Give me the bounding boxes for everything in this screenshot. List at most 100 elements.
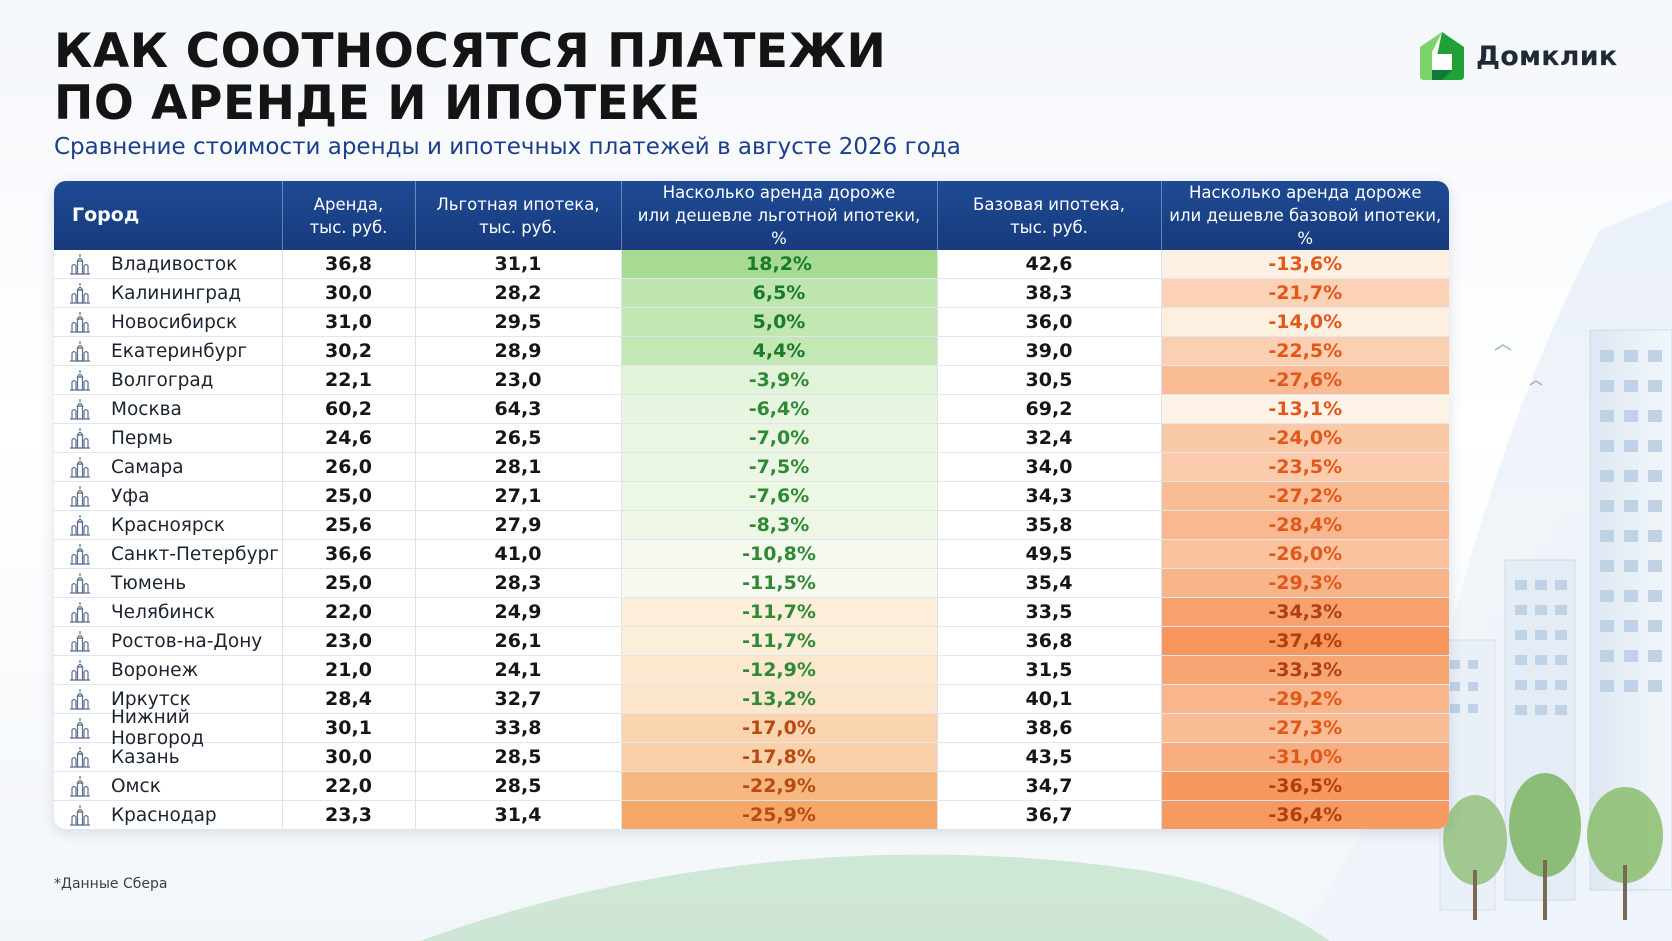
cell-rent: 30,0 (282, 742, 416, 772)
cell-diff-base: -36,5% (1161, 771, 1449, 801)
trees-illustration (1443, 773, 1663, 920)
table-row: Иркутск 28,4 32,7 -13,2% 40,1 -29,2% (54, 684, 1449, 714)
table-row: Красноярск 25,6 27,9 -8,3% 35,8 -28,4% (54, 510, 1449, 540)
column-header-diff-base: Насколько аренда дороже или дешевле базов… (1161, 181, 1449, 250)
cell-diff-preferential: -6,4% (621, 394, 938, 424)
bird-shape (1494, 344, 1512, 351)
cell-preferential: 28,9 (415, 336, 622, 366)
city-landmark-icon (70, 573, 90, 594)
cell-rent: 60,2 (282, 394, 416, 424)
city-name: Владивосток (111, 253, 238, 275)
cell-diff-base: -13,1% (1161, 394, 1449, 424)
cell-diff-preferential: 4,4% (621, 336, 938, 366)
cell-base: 31,5 (937, 655, 1162, 685)
column-header-base: Базовая ипотека, тыс. руб. (937, 181, 1162, 250)
city-name: Омск (111, 775, 161, 797)
city-name: Иркутск (111, 688, 191, 710)
cell-preferential: 31,1 (415, 250, 622, 279)
cell-base: 69,2 (937, 394, 1162, 424)
cell-diff-base: -24,0% (1161, 423, 1449, 453)
cell-base: 34,0 (937, 452, 1162, 482)
cell-base: 35,8 (937, 510, 1162, 540)
cell-city: Омск (54, 771, 283, 801)
comparison-table-card: Город Аренда, тыс. руб. Льготная ипотека,… (54, 181, 1449, 829)
cell-city: Пермь (54, 423, 283, 453)
cell-base: 34,7 (937, 771, 1162, 801)
cell-rent: 25,6 (282, 510, 416, 540)
table-row: Челябинск 22,0 24,9 -11,7% 33,5 -34,3% (54, 597, 1449, 627)
city-landmark-icon (70, 805, 90, 826)
city-name: Калининград (111, 282, 242, 304)
city-landmark-icon (70, 631, 90, 652)
cell-base: 49,5 (937, 539, 1162, 569)
cell-city: Краснодар (54, 800, 283, 829)
cell-preferential: 24,9 (415, 597, 622, 627)
column-header-rent: Аренда, тыс. руб. (282, 181, 416, 250)
brand-name: Домклик (1476, 40, 1618, 72)
cell-preferential: 27,9 (415, 510, 622, 540)
cell-diff-base: -31,0% (1161, 742, 1449, 772)
cell-base: 36,8 (937, 626, 1162, 656)
title-line-1: КАК СООТНОСЯТСЯ ПЛАТЕЖИ (54, 24, 887, 79)
cell-rent: 24,6 (282, 423, 416, 453)
cell-rent: 36,6 (282, 539, 416, 569)
cell-base: 33,5 (937, 597, 1162, 627)
city-name: Екатеринбург (111, 340, 248, 362)
cell-diff-preferential: -22,9% (621, 771, 938, 801)
cell-preferential: 29,5 (415, 307, 622, 337)
cell-city: Ростов-на-Дону (54, 626, 283, 656)
table-header-row: Город Аренда, тыс. руб. Льготная ипотека,… (54, 181, 1449, 250)
bird-shape (1529, 380, 1543, 386)
cell-diff-base: -33,3% (1161, 655, 1449, 685)
cell-base: 34,3 (937, 481, 1162, 511)
city-name: Краснодар (111, 804, 217, 826)
cell-city: Самара (54, 452, 283, 482)
comparison-table: Город Аренда, тыс. руб. Льготная ипотека,… (54, 181, 1449, 829)
page-title: КАК СООТНОСЯТСЯ ПЛАТЕЖИ ПО АРЕНДЕ И ИПОТ… (54, 26, 886, 130)
city-name: Ростов-на-Дону (111, 630, 263, 652)
cell-diff-preferential: -25,9% (621, 800, 938, 829)
cell-diff-base: -34,3% (1161, 597, 1449, 627)
city-name: Волгоград (111, 369, 214, 391)
cell-city: Нижний Новгород (54, 707, 283, 749)
city-landmark-icon (70, 515, 90, 536)
table-row: Калининград 30,0 28,2 6,5% 38,3 -21,7% (54, 278, 1449, 308)
cell-rent: 21,0 (282, 655, 416, 685)
cell-preferential: 26,5 (415, 423, 622, 453)
city-name: Пермь (111, 427, 173, 449)
cell-base: 38,6 (937, 713, 1162, 743)
brand-logo: Домклик (1418, 30, 1617, 82)
cell-preferential: 64,3 (415, 394, 622, 424)
cell-city: Волгоград (54, 365, 283, 395)
city-landmark-icon (70, 544, 90, 565)
city-landmark-icon (70, 428, 90, 449)
cell-preferential: 32,7 (415, 684, 622, 714)
city-landmark-icon (70, 718, 90, 739)
title-line-2: ПО АРЕНДЕ И ИПОТЕКЕ (54, 76, 701, 131)
cell-diff-base: -36,4% (1161, 800, 1449, 829)
cell-base: 35,4 (937, 568, 1162, 598)
cell-diff-base: -28,4% (1161, 510, 1449, 540)
column-header-diff-preferential: Насколько аренда дороже или дешевле льгот… (621, 181, 938, 250)
cell-diff-preferential: -11,5% (621, 568, 938, 598)
cell-base: 42,6 (937, 250, 1162, 279)
table-row: Казань 30,0 28,5 -17,8% 43,5 -31,0% (54, 742, 1449, 772)
cell-diff-preferential: -7,6% (621, 481, 938, 511)
table-row: Екатеринбург 30,2 28,9 4,4% 39,0 -22,5% (54, 336, 1449, 366)
table-row: Тюмень 25,0 28,3 -11,5% 35,4 -29,3% (54, 568, 1449, 598)
city-name: Санкт-Петербург (111, 543, 279, 565)
city-landmark-icon (70, 399, 90, 420)
city-landmark-icon (70, 457, 90, 478)
cell-base: 43,5 (937, 742, 1162, 772)
cell-rent: 28,4 (282, 684, 416, 714)
city-landmark-icon (70, 660, 90, 681)
cell-diff-base: -27,2% (1161, 481, 1449, 511)
cell-rent: 30,2 (282, 336, 416, 366)
cell-diff-base: -13,6% (1161, 250, 1449, 279)
cell-diff-base: -23,5% (1161, 452, 1449, 482)
column-header-city: Город (54, 181, 283, 250)
cell-preferential: 28,5 (415, 742, 622, 772)
table-row: Воронеж 21,0 24,1 -12,9% 31,5 -33,3% (54, 655, 1449, 685)
cell-diff-preferential: 6,5% (621, 278, 938, 308)
city-name: Новосибирск (111, 311, 238, 333)
